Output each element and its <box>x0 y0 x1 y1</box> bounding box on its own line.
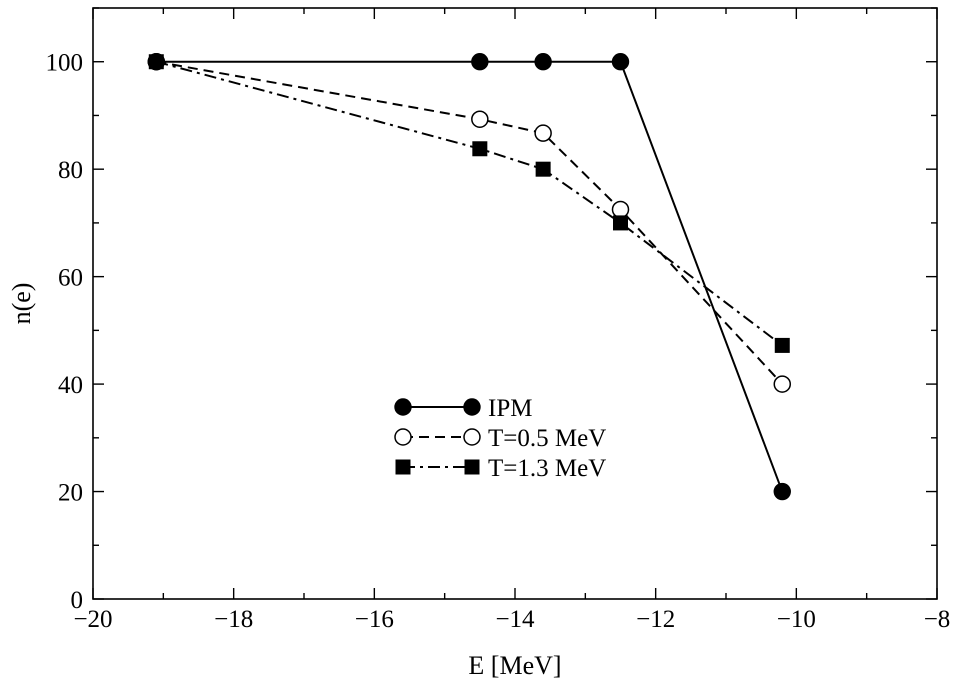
data-point <box>611 53 630 71</box>
y-axis-label: n(e) <box>7 283 36 325</box>
y-tick-label: 0 <box>71 587 84 614</box>
series-line <box>156 60 784 492</box>
data-point <box>471 110 489 128</box>
ticks-layer: −20 −18 −16 −14 −12 −10 −8 0 20 40 60 80 100 <box>46 7 951 633</box>
legend-item: IPM <box>394 395 532 422</box>
data-point <box>534 124 552 142</box>
y-tick-label: 20 <box>58 480 83 507</box>
plot-frame <box>92 7 938 600</box>
data-point <box>471 53 489 71</box>
legend-marker <box>463 428 481 446</box>
x-tick-label: −12 <box>636 606 675 633</box>
data-point <box>774 337 790 353</box>
series-line <box>156 60 784 385</box>
legend-marker <box>394 428 412 446</box>
data-point <box>472 141 488 157</box>
series-1 <box>147 52 792 393</box>
y-tick-label: 100 <box>46 50 84 77</box>
series-layer <box>147 52 792 501</box>
x-axis-label: E [MeV] <box>468 651 561 680</box>
x-tick-label: −18 <box>214 606 253 633</box>
data-point <box>534 53 552 71</box>
x-tick-label: −16 <box>355 606 394 633</box>
series-2 <box>148 54 790 353</box>
series-0 <box>147 53 791 501</box>
data-point <box>535 161 551 177</box>
y-tick-label: 40 <box>58 372 83 399</box>
series-line <box>156 60 783 347</box>
legend-marker <box>395 459 411 475</box>
data-point <box>613 215 628 231</box>
legend-label: T=1.3 MeV <box>488 455 606 482</box>
x-tick-label: −10 <box>777 606 816 633</box>
legend-label: T=0.5 MeV <box>488 425 606 452</box>
legend-item: T=1.3 MeV <box>395 455 606 482</box>
legend-label: IPM <box>488 395 532 422</box>
x-tick-label: −8 <box>924 606 951 633</box>
data-point <box>148 54 164 70</box>
data-point <box>773 482 791 501</box>
legend-item: T=0.5 MeV <box>394 425 606 452</box>
legend-marker <box>394 398 412 416</box>
x-tick-label: −20 <box>73 606 112 633</box>
data-point <box>773 375 792 393</box>
data-point <box>611 200 630 219</box>
legend: IPM T=0.5 MeV T=1.3 MeV <box>394 395 606 482</box>
y-tick-label: 80 <box>58 157 83 184</box>
y-tick-label: 60 <box>58 265 83 292</box>
legend-marker <box>463 398 481 416</box>
legend-marker <box>464 459 480 475</box>
x-tick-label: −14 <box>495 606 535 633</box>
